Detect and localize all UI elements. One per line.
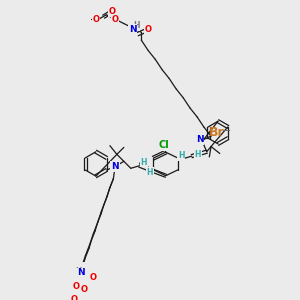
Text: O: O: [109, 7, 116, 16]
Text: O: O: [70, 296, 78, 300]
Text: H: H: [195, 150, 201, 159]
Text: O: O: [112, 15, 118, 24]
Text: H: H: [133, 21, 139, 30]
Text: H: H: [178, 151, 185, 160]
Text: H: H: [75, 267, 82, 276]
Text: Br: Br: [209, 126, 225, 139]
Text: N: N: [77, 268, 85, 278]
Text: O: O: [72, 281, 80, 290]
Text: Cl: Cl: [159, 140, 169, 150]
Text: O: O: [145, 25, 152, 34]
Text: N: N: [129, 25, 136, 34]
Text: H: H: [147, 168, 153, 177]
Text: O: O: [90, 273, 97, 282]
Text: N: N: [196, 135, 203, 144]
Text: O: O: [81, 285, 88, 294]
Text: H: H: [141, 158, 147, 167]
Text: −: −: [221, 126, 231, 136]
Text: O: O: [92, 15, 99, 24]
Text: N: N: [111, 162, 119, 171]
